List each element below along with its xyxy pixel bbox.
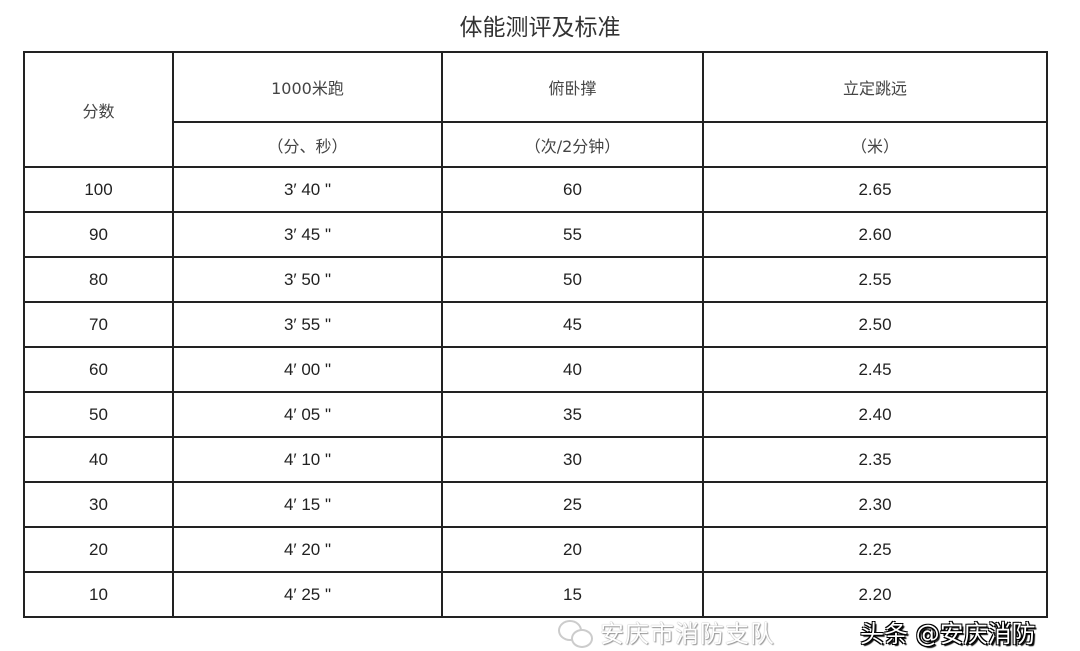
header-pushup: 俯卧撑 — [441, 51, 704, 123]
wechat-icon — [558, 620, 594, 650]
cell-score: 70 — [23, 301, 174, 348]
cell-run-time: 3′ 40 " — [172, 166, 443, 213]
cell-jump-distance: 2.35 — [702, 436, 1048, 483]
cell-score: 30 — [23, 481, 174, 528]
cell-jump-distance: 2.40 — [702, 391, 1048, 438]
cell-score: 100 — [23, 166, 174, 213]
cell-run-time: 3′ 55 " — [172, 301, 443, 348]
cell-score: 90 — [23, 211, 174, 258]
table-row: 50 4′ 05 " 35 2.40 — [23, 391, 1048, 438]
cell-score: 10 — [23, 571, 174, 618]
header-run-unit: （分、秒） — [172, 121, 443, 168]
page-title: 体能测评及标准 — [459, 15, 621, 41]
cell-run-time: 3′ 45 " — [172, 211, 443, 258]
cell-pushups: 55 — [441, 211, 704, 258]
cell-pushups: 15 — [441, 571, 704, 618]
cell-run-time: 4′ 00 " — [172, 346, 443, 393]
table-row: 40 4′ 10 " 30 2.35 — [23, 436, 1048, 483]
header-jump-unit: （米） — [702, 121, 1048, 168]
table-row: 20 4′ 20 " 20 2.25 — [23, 526, 1048, 573]
header-run: 1000米跑 — [172, 51, 443, 123]
cell-pushups: 50 — [441, 256, 704, 303]
cell-pushups: 20 — [441, 526, 704, 573]
cell-jump-distance: 2.65 — [702, 166, 1048, 213]
cell-score: 80 — [23, 256, 174, 303]
table-row: 10 4′ 25 " 15 2.20 — [23, 571, 1048, 618]
cell-pushups: 45 — [441, 301, 704, 348]
table-row: 70 3′ 55 " 45 2.50 — [23, 301, 1048, 348]
header-unit-row: （分、秒） （次/2分钟） （米） — [24, 121, 1048, 168]
table-row: 60 4′ 00 " 40 2.45 — [23, 346, 1048, 393]
cell-pushups: 30 — [441, 436, 704, 483]
toutiao-watermark: 头条 @安庆消防 — [860, 620, 1036, 648]
cell-score: 60 — [23, 346, 174, 393]
cell-run-time: 4′ 15 " — [172, 481, 443, 528]
cell-pushups: 60 — [441, 166, 704, 213]
fitness-standards-table: 分数 1000米跑 俯卧撑 立定跳远 （分、秒） （次/2分钟） （米） 100… — [23, 51, 1048, 618]
wechat-watermark: 安庆市消防支队 — [600, 620, 775, 648]
table-row: 30 4′ 15 " 25 2.30 — [23, 481, 1048, 528]
cell-jump-distance: 2.25 — [702, 526, 1048, 573]
cell-pushups: 25 — [441, 481, 704, 528]
cell-pushups: 40 — [441, 346, 704, 393]
cell-score: 20 — [23, 526, 174, 573]
header-jump: 立定跳远 — [702, 51, 1048, 123]
header-pushup-unit: （次/2分钟） — [441, 121, 704, 168]
table-row: 80 3′ 50 " 50 2.55 — [23, 256, 1048, 303]
header-score: 分数 — [23, 51, 174, 168]
cell-run-time: 4′ 25 " — [172, 571, 443, 618]
cell-run-time: 4′ 05 " — [172, 391, 443, 438]
cell-score: 50 — [23, 391, 174, 438]
table-row: 100 3′ 40 " 60 2.65 — [23, 166, 1048, 213]
cell-jump-distance: 2.20 — [702, 571, 1048, 618]
cell-run-time: 4′ 10 " — [172, 436, 443, 483]
cell-jump-distance: 2.60 — [702, 211, 1048, 258]
table-row: 90 3′ 45 " 55 2.60 — [23, 211, 1048, 258]
header-row: 分数 1000米跑 俯卧撑 立定跳远 — [23, 51, 1048, 168]
cell-run-time: 3′ 50 " — [172, 256, 443, 303]
cell-run-time: 4′ 20 " — [172, 526, 443, 573]
cell-pushups: 35 — [441, 391, 704, 438]
cell-jump-distance: 2.50 — [702, 301, 1048, 348]
cell-score: 40 — [23, 436, 174, 483]
cell-jump-distance: 2.30 — [702, 481, 1048, 528]
cell-jump-distance: 2.45 — [702, 346, 1048, 393]
cell-jump-distance: 2.55 — [702, 256, 1048, 303]
